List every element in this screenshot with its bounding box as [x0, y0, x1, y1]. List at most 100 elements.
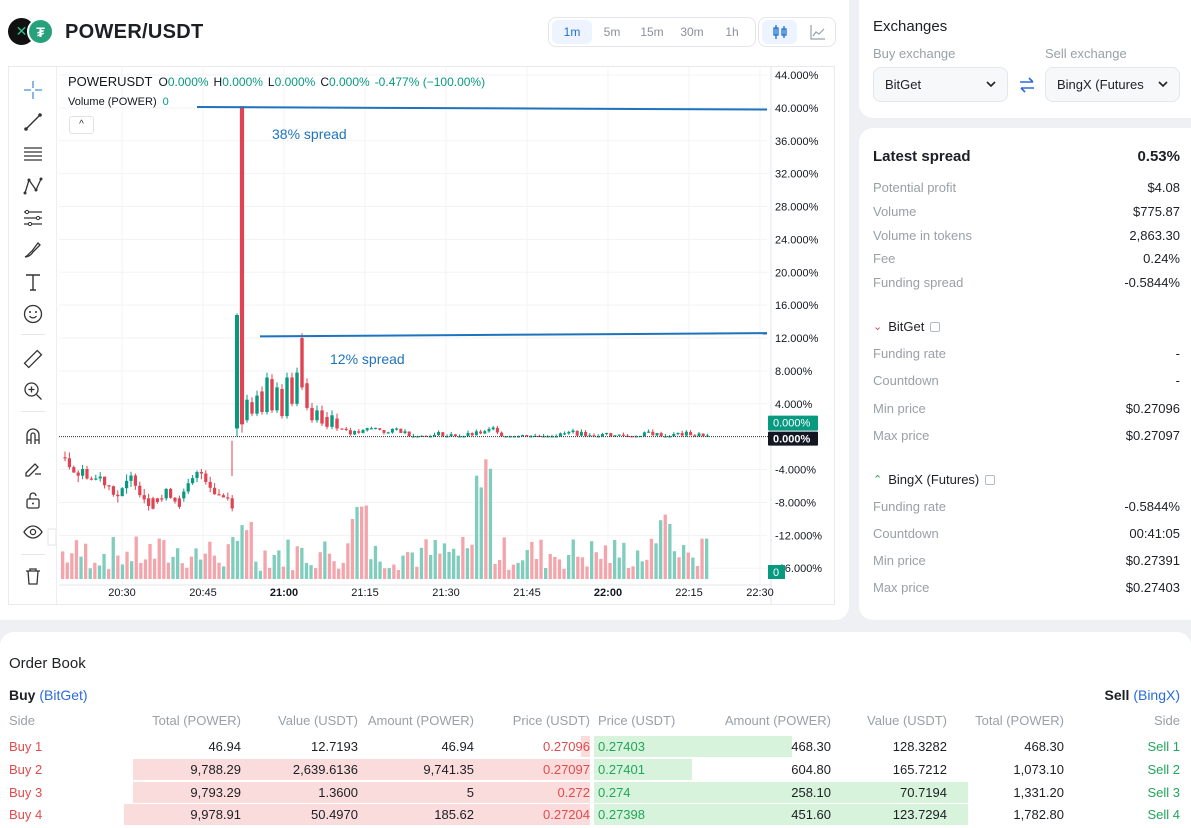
zoom-in-icon[interactable] — [21, 379, 45, 403]
volume-bar — [180, 563, 184, 579]
y-tick-label: 40.000% — [775, 103, 819, 115]
timeframe-1m[interactable]: 1m — [552, 20, 592, 44]
candle-body — [63, 457, 67, 459]
sell-side-label: Sell — [1104, 687, 1130, 703]
candle-body — [191, 478, 195, 484]
buy-price-cell: 0.272 — [557, 785, 590, 800]
candle-body — [98, 476, 102, 479]
sell-price-highlight — [594, 736, 692, 757]
crosshair-icon[interactable] — [21, 78, 45, 102]
text-tool-icon[interactable] — [21, 270, 45, 294]
candle-body — [173, 497, 177, 502]
candle-body — [300, 338, 304, 388]
timeframe-15m[interactable]: 15m — [640, 25, 664, 39]
candle-body — [89, 478, 93, 480]
timeframe-1h[interactable]: 1h — [725, 25, 739, 39]
candle-body — [320, 410, 324, 424]
candle-body — [147, 498, 151, 506]
y-tick-label: 16.000% — [775, 300, 819, 312]
bitget-row-value: $0.27097 — [1125, 428, 1180, 443]
candle-body — [315, 410, 319, 421]
volume-bar — [281, 566, 286, 579]
ruler-icon[interactable] — [21, 347, 45, 371]
volume-bar — [258, 570, 263, 579]
volume-bar — [125, 551, 129, 579]
volume-bar — [346, 543, 350, 579]
timeframe-5m[interactable]: 5m — [603, 25, 621, 39]
external-link-icon[interactable] — [930, 321, 941, 332]
sell-total-cell: 1,331.20 — [1013, 785, 1064, 800]
fib-retracement-icon[interactable] — [21, 206, 45, 230]
buy-price-cell: 0.27096 — [543, 739, 590, 754]
candle-body — [230, 498, 234, 509]
volume-bar — [277, 550, 281, 579]
trash-icon[interactable] — [21, 564, 45, 588]
legend-low: 0.000% — [274, 75, 316, 89]
swap-icon[interactable] — [1017, 76, 1037, 94]
orderbook-panel: Order Book Buy (BitGet) Sell (BingX) Sid… — [0, 632, 1191, 828]
sell-value-cell: 123.7294 — [892, 807, 947, 822]
buy-amount-cell: 46.94 — [441, 739, 474, 754]
sell-exchange-select[interactable]: BingX (Futures — [1045, 67, 1180, 102]
trend-line-icon[interactable] — [21, 110, 45, 134]
volume-bar — [373, 545, 378, 579]
bingx-section-toggle[interactable]: ⌃ BingX (Futures) — [873, 472, 996, 487]
x-tick-label: 20:30 — [108, 587, 136, 599]
candle-body — [403, 431, 407, 434]
latest-spread-title: Latest spread — [873, 148, 971, 165]
collapse-legend-button[interactable]: ^ — [69, 116, 94, 134]
timeframe-30m[interactable]: 30m — [680, 25, 704, 39]
volume-bar — [452, 548, 456, 579]
external-link-icon[interactable] — [985, 474, 996, 485]
eye-icon[interactable] — [21, 520, 45, 544]
candle-body — [407, 431, 411, 437]
bitget-row: Min price $0.27096 — [873, 401, 1180, 416]
volume-bar — [235, 540, 240, 579]
candle-body — [138, 485, 142, 496]
candles-icon[interactable] — [762, 20, 797, 44]
bingx-row-label: Min price — [873, 553, 926, 568]
line-chart-icon[interactable] — [800, 20, 835, 44]
bitget-row-value: - — [1175, 373, 1180, 388]
volume-bar — [438, 553, 442, 579]
y-tick-label: -8.000% — [775, 497, 816, 509]
buy-exchange-select[interactable]: BitGet — [873, 67, 1008, 102]
volume-bar — [291, 570, 295, 579]
candle-body — [260, 391, 264, 413]
spread-row: Potential profit $4.08 — [873, 180, 1180, 195]
volume-bar — [700, 538, 704, 579]
price-chart[interactable]: 44.000% 40.000% 36.000% 32.000% 28.000% 24.00… — [9, 67, 834, 604]
volume-bar — [97, 565, 102, 579]
volume-last-badge — [768, 565, 785, 579]
volume-bar — [148, 544, 152, 579]
candle-body — [479, 431, 483, 434]
sell-price-highlight — [594, 804, 692, 825]
lock-icon[interactable] — [21, 488, 45, 512]
stay-drawing-icon[interactable] — [21, 456, 45, 480]
candle-body — [340, 428, 344, 430]
buy-depth-bar — [133, 782, 590, 803]
magnet-icon[interactable] — [21, 424, 45, 448]
candle-body — [142, 495, 146, 500]
volume-bar — [185, 567, 189, 579]
y-tick-label: 28.000% — [775, 202, 819, 214]
volume-bar — [695, 566, 700, 579]
candle-body — [701, 433, 705, 437]
buy-amount-cell: 9,741.35 — [423, 762, 474, 777]
y-tick-label: 32.000% — [775, 169, 819, 181]
sell-side-cell: Sell 3 — [1147, 785, 1180, 800]
sell-value-cell: 128.3282 — [892, 739, 947, 754]
pattern-icon[interactable] — [21, 174, 45, 198]
sell-price-cell: 0.27403 — [598, 739, 645, 754]
horizontal-lines-icon[interactable] — [21, 142, 45, 166]
brush-icon[interactable] — [21, 238, 45, 262]
sell-price-cell: 0.274 — [598, 785, 631, 800]
candle-body — [491, 427, 495, 430]
spread-row-value: 0.24% — [1143, 251, 1180, 266]
candle-body — [592, 435, 596, 437]
emoji-icon[interactable] — [21, 302, 45, 326]
candle-body — [378, 428, 382, 430]
candle-body — [221, 495, 225, 498]
candle-body — [651, 431, 655, 436]
bitget-section-toggle[interactable]: ⌄ BitGet — [873, 319, 941, 334]
